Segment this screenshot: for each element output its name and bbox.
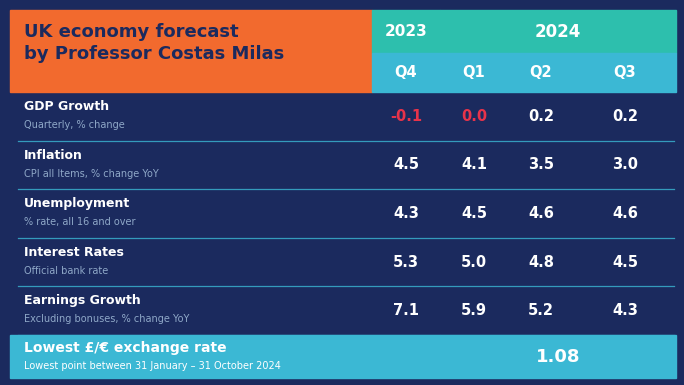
Text: 4.8: 4.8 <box>528 254 554 270</box>
Bar <box>440 335 676 378</box>
Text: Q3: Q3 <box>614 65 636 80</box>
Text: Q1: Q1 <box>462 65 486 80</box>
Text: 0.2: 0.2 <box>612 109 638 124</box>
Text: -0.1: -0.1 <box>390 109 422 124</box>
Text: 5.0: 5.0 <box>461 254 487 270</box>
Text: UK economy forecast: UK economy forecast <box>24 23 239 41</box>
Bar <box>574 54 676 92</box>
Text: 5.3: 5.3 <box>393 254 419 270</box>
Text: 7.1: 7.1 <box>393 303 419 318</box>
Text: 3.0: 3.0 <box>612 157 638 172</box>
Bar <box>508 54 574 92</box>
Text: 4.6: 4.6 <box>528 206 554 221</box>
Text: 2024: 2024 <box>535 23 581 41</box>
Text: Excluding bonuses, % change YoY: Excluding bonuses, % change YoY <box>24 315 189 325</box>
Text: Q2: Q2 <box>529 65 552 80</box>
Text: CPI all Items, % change YoY: CPI all Items, % change YoY <box>24 169 159 179</box>
Bar <box>440 10 676 54</box>
Text: 4.5: 4.5 <box>393 157 419 172</box>
Text: Interest Rates: Interest Rates <box>24 246 124 259</box>
Text: GDP Growth: GDP Growth <box>24 100 109 113</box>
Bar <box>10 10 372 92</box>
Bar <box>10 335 440 378</box>
Text: by Professor Costas Milas: by Professor Costas Milas <box>24 45 285 63</box>
Text: 2023: 2023 <box>384 24 428 39</box>
Text: % rate, all 16 and over: % rate, all 16 and over <box>24 217 135 227</box>
Text: 4.6: 4.6 <box>612 206 638 221</box>
Text: 5.2: 5.2 <box>528 303 554 318</box>
Text: 3.5: 3.5 <box>528 157 554 172</box>
Text: Quarterly, % change: Quarterly, % change <box>24 120 124 130</box>
Text: 4.3: 4.3 <box>393 206 419 221</box>
Text: 0.2: 0.2 <box>528 109 554 124</box>
Text: 4.5: 4.5 <box>461 206 487 221</box>
Bar <box>440 54 508 92</box>
Text: Unemployment: Unemployment <box>24 197 130 210</box>
Text: Lowest point between 31 January – 31 October 2024: Lowest point between 31 January – 31 Oct… <box>24 361 281 371</box>
Text: 1.08: 1.08 <box>536 348 580 365</box>
Text: Inflation: Inflation <box>24 149 83 162</box>
Text: Q4: Q4 <box>395 65 417 80</box>
Text: 4.5: 4.5 <box>612 254 638 270</box>
Text: Official bank rate: Official bank rate <box>24 266 108 276</box>
Text: Lowest £/€ exchange rate: Lowest £/€ exchange rate <box>24 341 226 355</box>
Text: Earnings Growth: Earnings Growth <box>24 295 141 308</box>
Text: 5.9: 5.9 <box>461 303 487 318</box>
Bar <box>372 54 440 92</box>
Text: 4.3: 4.3 <box>612 303 638 318</box>
Bar <box>372 10 440 54</box>
Text: 4.1: 4.1 <box>461 157 487 172</box>
Text: 0.0: 0.0 <box>461 109 487 124</box>
